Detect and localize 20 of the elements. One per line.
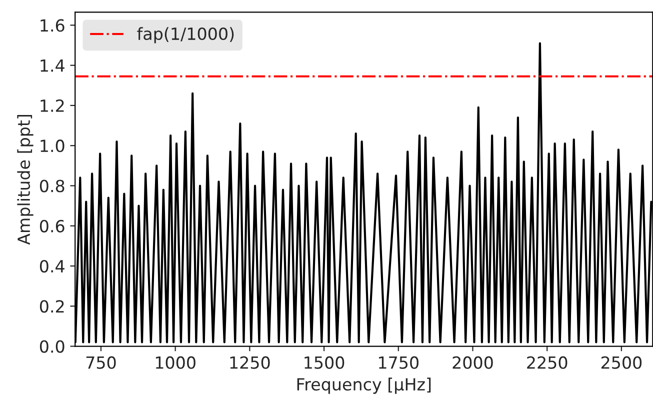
y-tick-label: 0.4 [40,260,64,273]
y-tick-label: 1.2 [40,99,64,112]
x-tick-label: 2250 [527,356,568,369]
y-tick-label: 1.6 [40,19,64,32]
x-tick-label: 1750 [379,356,418,369]
x-tick-label: 750 [86,356,116,369]
y-tick-label: 1.4 [40,60,64,72]
x-axis-title: Frequency [μHz] [297,378,431,394]
x-tick-label: 2000 [452,356,493,369]
x-tick-label: 1500 [304,356,344,369]
x-tick-label: 1250 [230,356,270,369]
y-tick-label: 0.6 [40,220,64,232]
y-tick-label: 0.8 [40,180,64,192]
x-tick-label: 1000 [156,356,196,369]
legend-label: fap(1/1000) [137,27,234,44]
x-tick-label: 2500 [601,356,642,369]
y-tick-label: 0.2 [40,300,64,313]
y-tick-label: 1.0 [40,140,64,152]
y-axis-title: Amplitude [ppt] [17,114,34,245]
y-tick-label: 0.0 [40,340,64,353]
